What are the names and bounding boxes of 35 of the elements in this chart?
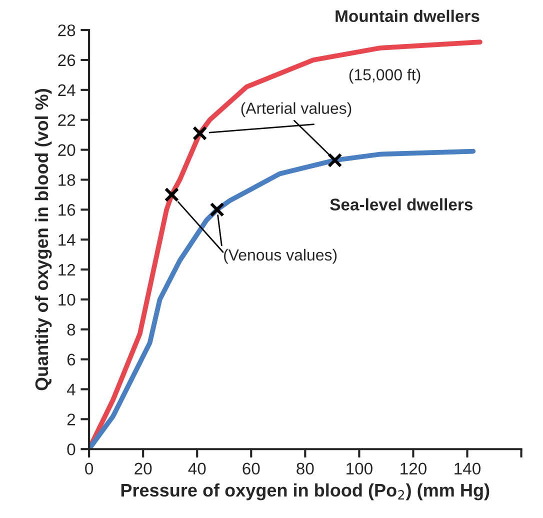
x-axis-title: Pressure of oxygen in blood (Po$_{2}$) (mm Hg) <box>121 483 490 500</box>
point <box>192 126 208 141</box>
y-tick-label: 28 <box>58 24 76 36</box>
point <box>164 187 180 202</box>
x-tick-label: 40 <box>188 462 206 475</box>
series-label: Mountain dwellers <box>336 10 480 22</box>
annotation: (Venous values) <box>224 248 337 264</box>
point <box>210 202 224 217</box>
y-tick-label: 10 <box>58 294 76 306</box>
y-tick-label: 12 <box>58 264 76 276</box>
x-tick-label: 140 <box>454 462 481 475</box>
y-tick-label: 26 <box>58 54 76 66</box>
annotation: (15,000 ft) <box>349 68 420 84</box>
annotation: (Arterial values) <box>241 102 352 118</box>
x-tick-label: 80 <box>296 462 314 475</box>
x-tick-label: 20 <box>134 462 152 475</box>
y-tick-label: 14 <box>58 234 76 246</box>
y-tick-label: 16 <box>58 204 76 216</box>
y-tick-label: 24 <box>58 84 76 96</box>
y-tick-label: 20 <box>58 144 76 156</box>
y-tick-label: 6 <box>67 354 76 366</box>
x-tick-label: 120 <box>400 462 426 475</box>
x-tick-label: 0 <box>85 462 94 475</box>
y-tick-label: 22 <box>58 114 76 126</box>
text: Sea-level dwellers <box>330 198 473 210</box>
y-tick-label: 18 <box>58 174 76 186</box>
x-tick-label: 60 <box>242 462 260 475</box>
y-tick-label: 0 <box>67 444 76 456</box>
x-tick-label: 100 <box>346 462 372 475</box>
line-series <box>89 148 476 450</box>
y-axis-title: Quantity of oxygen in blood (vol %) <box>34 89 52 390</box>
y-tick-label: 4 <box>66 384 76 396</box>
y-tick-label: 8 <box>67 324 76 336</box>
point <box>328 152 342 168</box>
y-tick-label: 2 <box>67 414 76 426</box>
